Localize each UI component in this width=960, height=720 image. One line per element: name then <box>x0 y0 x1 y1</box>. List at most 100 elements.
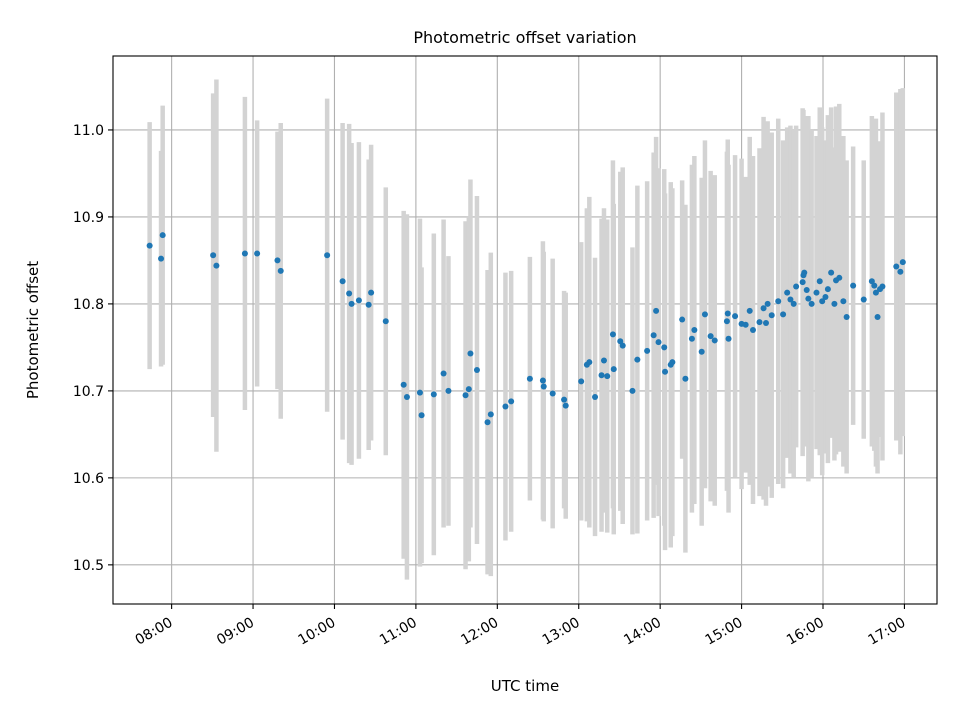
data-point <box>872 289 879 296</box>
y-axis-label: Photometric offset <box>24 261 42 399</box>
data-point <box>790 300 797 307</box>
data-point <box>805 295 812 302</box>
data-point <box>592 393 599 400</box>
data-point <box>691 327 698 333</box>
y-tick-label: 10.7 <box>73 384 104 400</box>
data-point <box>742 321 749 328</box>
data-point <box>487 411 494 418</box>
data-point <box>440 370 447 377</box>
data-point <box>445 387 452 394</box>
plot-frame <box>112 55 938 605</box>
data-point <box>669 359 676 366</box>
data-point <box>653 307 660 314</box>
data-point <box>775 298 782 305</box>
data-point <box>403 393 410 400</box>
data-point <box>346 290 353 297</box>
data-point <box>467 350 474 357</box>
data-point <box>662 368 669 375</box>
data-point <box>784 289 791 296</box>
data-point <box>158 255 165 262</box>
data-point <box>723 318 730 325</box>
data-point <box>561 396 568 403</box>
data-point <box>416 389 423 396</box>
data-point <box>604 373 611 380</box>
data-point <box>756 319 763 326</box>
y-tick-label: 10.5 <box>73 558 104 574</box>
data-point <box>698 348 705 355</box>
data-point <box>780 311 787 318</box>
data-point <box>339 278 346 285</box>
data-point <box>629 387 636 394</box>
data-point <box>549 390 556 397</box>
data-point <box>600 357 607 364</box>
data-point <box>874 313 881 320</box>
data-point <box>661 344 668 351</box>
y-tick-label: 11.0 <box>73 123 104 139</box>
data-point <box>473 367 480 374</box>
data-point <box>465 386 472 393</box>
data-point <box>688 335 695 342</box>
data-point <box>711 337 718 344</box>
data-point <box>732 313 739 320</box>
data-point <box>277 267 284 274</box>
data-point <box>254 250 261 257</box>
data-point <box>650 332 657 339</box>
data-point <box>355 297 362 304</box>
y-tick-label: 10.9 <box>73 210 104 226</box>
data-point <box>274 257 281 264</box>
data-point <box>526 375 533 382</box>
data-point <box>539 377 546 384</box>
data-point <box>146 242 153 249</box>
data-point <box>609 331 616 338</box>
x-axis-label: UTC time <box>491 677 559 695</box>
data-point <box>879 283 886 290</box>
data-point <box>801 269 808 276</box>
data-point <box>813 289 820 296</box>
data-point <box>768 312 775 319</box>
data-point <box>893 263 900 270</box>
y-tick-label: 10.6 <box>73 471 104 487</box>
data-point <box>578 378 585 385</box>
data-point <box>508 398 515 405</box>
data-point <box>484 419 491 426</box>
data-point <box>418 412 425 419</box>
data-point <box>828 269 835 276</box>
data-point <box>679 316 686 323</box>
data-point <box>462 392 469 399</box>
data-points <box>146 232 906 426</box>
data-point <box>241 250 248 257</box>
data-point <box>598 372 605 379</box>
data-point <box>850 282 857 289</box>
data-point <box>836 274 843 281</box>
data-point <box>724 310 731 317</box>
data-point <box>831 300 838 307</box>
data-point <box>868 278 875 285</box>
data-point <box>871 282 878 289</box>
data-point <box>159 232 166 239</box>
data-point <box>707 333 714 340</box>
data-point <box>644 347 651 354</box>
data-point <box>617 338 624 345</box>
y-axis-ticks: 10.5 10.6 10.7 10.8 10.9 11.0 <box>73 123 113 574</box>
data-point <box>682 375 689 382</box>
data-point <box>619 342 626 349</box>
data-point <box>586 359 593 366</box>
data-point <box>502 403 509 410</box>
data-point <box>899 259 906 266</box>
data-point <box>382 318 389 325</box>
data-point <box>824 286 831 293</box>
data-point <box>430 391 437 398</box>
data-point <box>634 356 641 363</box>
data-point <box>725 335 732 342</box>
data-point <box>213 262 220 269</box>
data-point <box>822 293 829 300</box>
data-point <box>843 313 850 320</box>
data-point <box>365 301 372 308</box>
data-point <box>348 300 355 307</box>
data-point <box>749 327 756 333</box>
data-point <box>860 296 867 303</box>
data-point <box>763 320 770 327</box>
data-point <box>324 252 331 259</box>
data-point <box>840 298 847 305</box>
